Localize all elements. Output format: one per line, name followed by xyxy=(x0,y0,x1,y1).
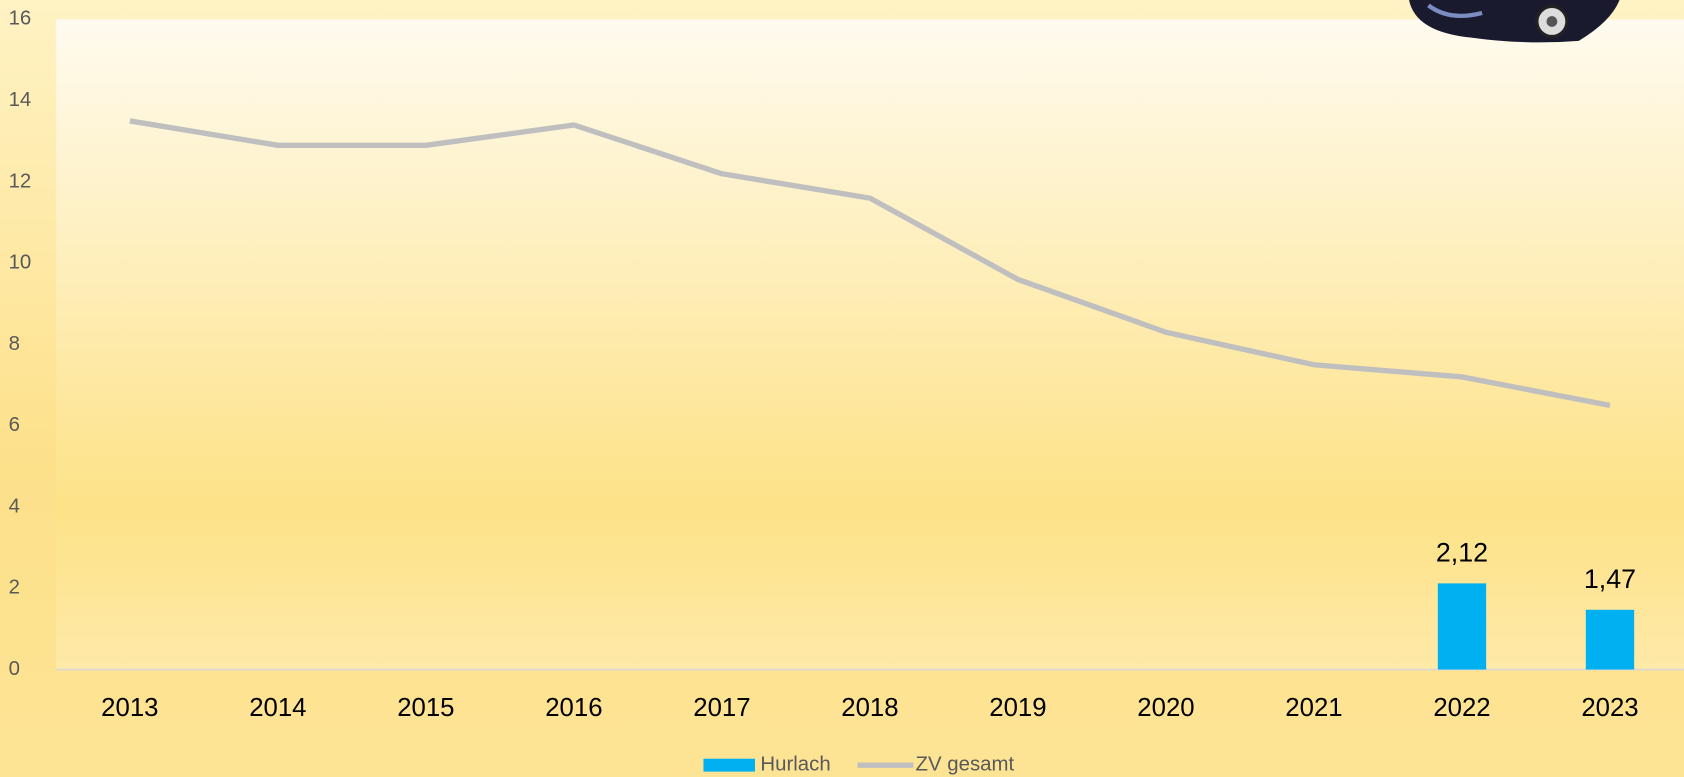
y-tick-label: 0 xyxy=(9,658,20,680)
y-tick-label: 14 xyxy=(9,89,32,111)
x-tick-label: 2021 xyxy=(1285,694,1342,722)
chart: 0 2 4 6 8 10 12 14 16 2013 2014 2015 2016 2017 2018 201… xyxy=(0,0,1684,777)
legend-swatch xyxy=(703,759,755,772)
value-label: 1,47 xyxy=(1584,564,1636,594)
plot-area xyxy=(56,19,1684,669)
legend-label: Hurlach xyxy=(760,754,830,776)
y-tick-label: 10 xyxy=(9,252,32,274)
y-tick-label: 12 xyxy=(9,170,32,192)
y-tick-label: 4 xyxy=(9,495,20,517)
x-tick-label: 2019 xyxy=(989,694,1046,722)
page: {"chart_data": {"type": "bar-line", "cat… xyxy=(0,0,1684,777)
y-tick-label: 2 xyxy=(9,577,20,599)
x-tick-label: 2015 xyxy=(397,694,454,722)
y-tick-label: 16 xyxy=(9,8,32,30)
x-tick-label: 2022 xyxy=(1433,694,1490,722)
y-tick-label: 6 xyxy=(9,414,20,436)
x-tick-label: 2013 xyxy=(101,694,158,722)
x-tick-label: 2017 xyxy=(693,694,750,722)
x-tick-label: 2023 xyxy=(1581,694,1638,722)
x-tick-label: 2016 xyxy=(545,694,602,722)
bar xyxy=(1438,583,1486,669)
x-tick-label: 2020 xyxy=(1137,694,1194,722)
legend-label: ZV gesamt xyxy=(916,754,1015,776)
x-tick-label: 2018 xyxy=(841,694,898,722)
y-tick-label: 8 xyxy=(9,333,20,355)
bar xyxy=(1586,610,1634,670)
value-label: 2,12 xyxy=(1436,537,1488,567)
x-tick-label: 2014 xyxy=(249,694,306,722)
